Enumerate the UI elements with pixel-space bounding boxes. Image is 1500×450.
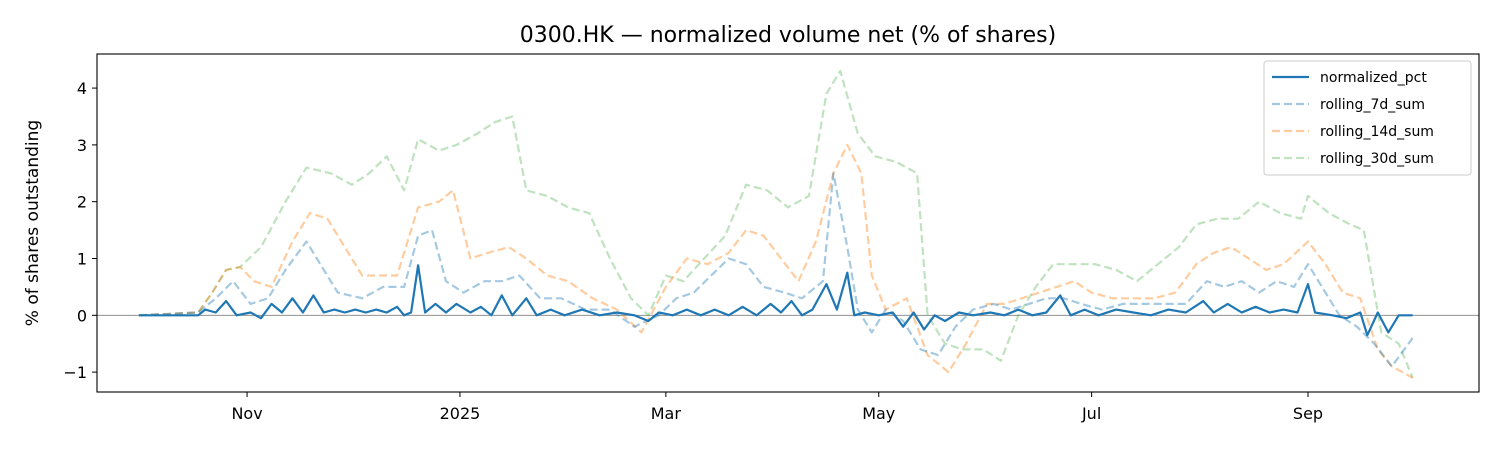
x-tick-label: 2025 — [440, 404, 481, 423]
x-tick-label: Jul — [1081, 404, 1101, 423]
legend-label: rolling_7d_sum — [1320, 97, 1425, 113]
plot-area — [96, 53, 1480, 393]
y-tick-label: 4 — [77, 79, 87, 98]
y-axis: −1 0 1 2 3 4 — [63, 79, 97, 382]
legend-label: rolling_14d_sum — [1320, 124, 1434, 140]
legend-label: normalized_pct — [1320, 70, 1427, 86]
y-tick-label: −1 — [63, 363, 87, 382]
y-tick-label: 2 — [77, 193, 87, 212]
y-tick-label: 1 — [77, 250, 87, 269]
chart-title: 0300.HK — normalized volume net (% of sh… — [520, 23, 1056, 48]
legend-label: rolling_30d_sum — [1320, 151, 1434, 167]
legend-box — [1263, 60, 1472, 176]
x-tick-label: May — [862, 404, 895, 423]
series-layer — [138, 69, 1414, 379]
y-tick-label: 0 — [77, 306, 87, 325]
x-axis: Nov 2025 Mar May Jul Sep — [231, 392, 1323, 423]
y-axis-label: % of shares outstanding — [23, 120, 43, 326]
series-line-rolling_7d_sum — [138, 172, 1414, 368]
x-tick-label: Sep — [1293, 404, 1323, 423]
x-tick-label: Mar — [651, 404, 682, 423]
legend: normalized_pct rolling_7d_sum rolling_14d_… — [1263, 60, 1472, 176]
series-line-normalized_pct — [138, 264, 1413, 337]
y-tick-label: 3 — [77, 136, 87, 155]
x-tick-label: Nov — [231, 404, 262, 423]
axes-frame — [96, 53, 1480, 393]
series-line-rolling_30d_sum — [138, 69, 1414, 379]
